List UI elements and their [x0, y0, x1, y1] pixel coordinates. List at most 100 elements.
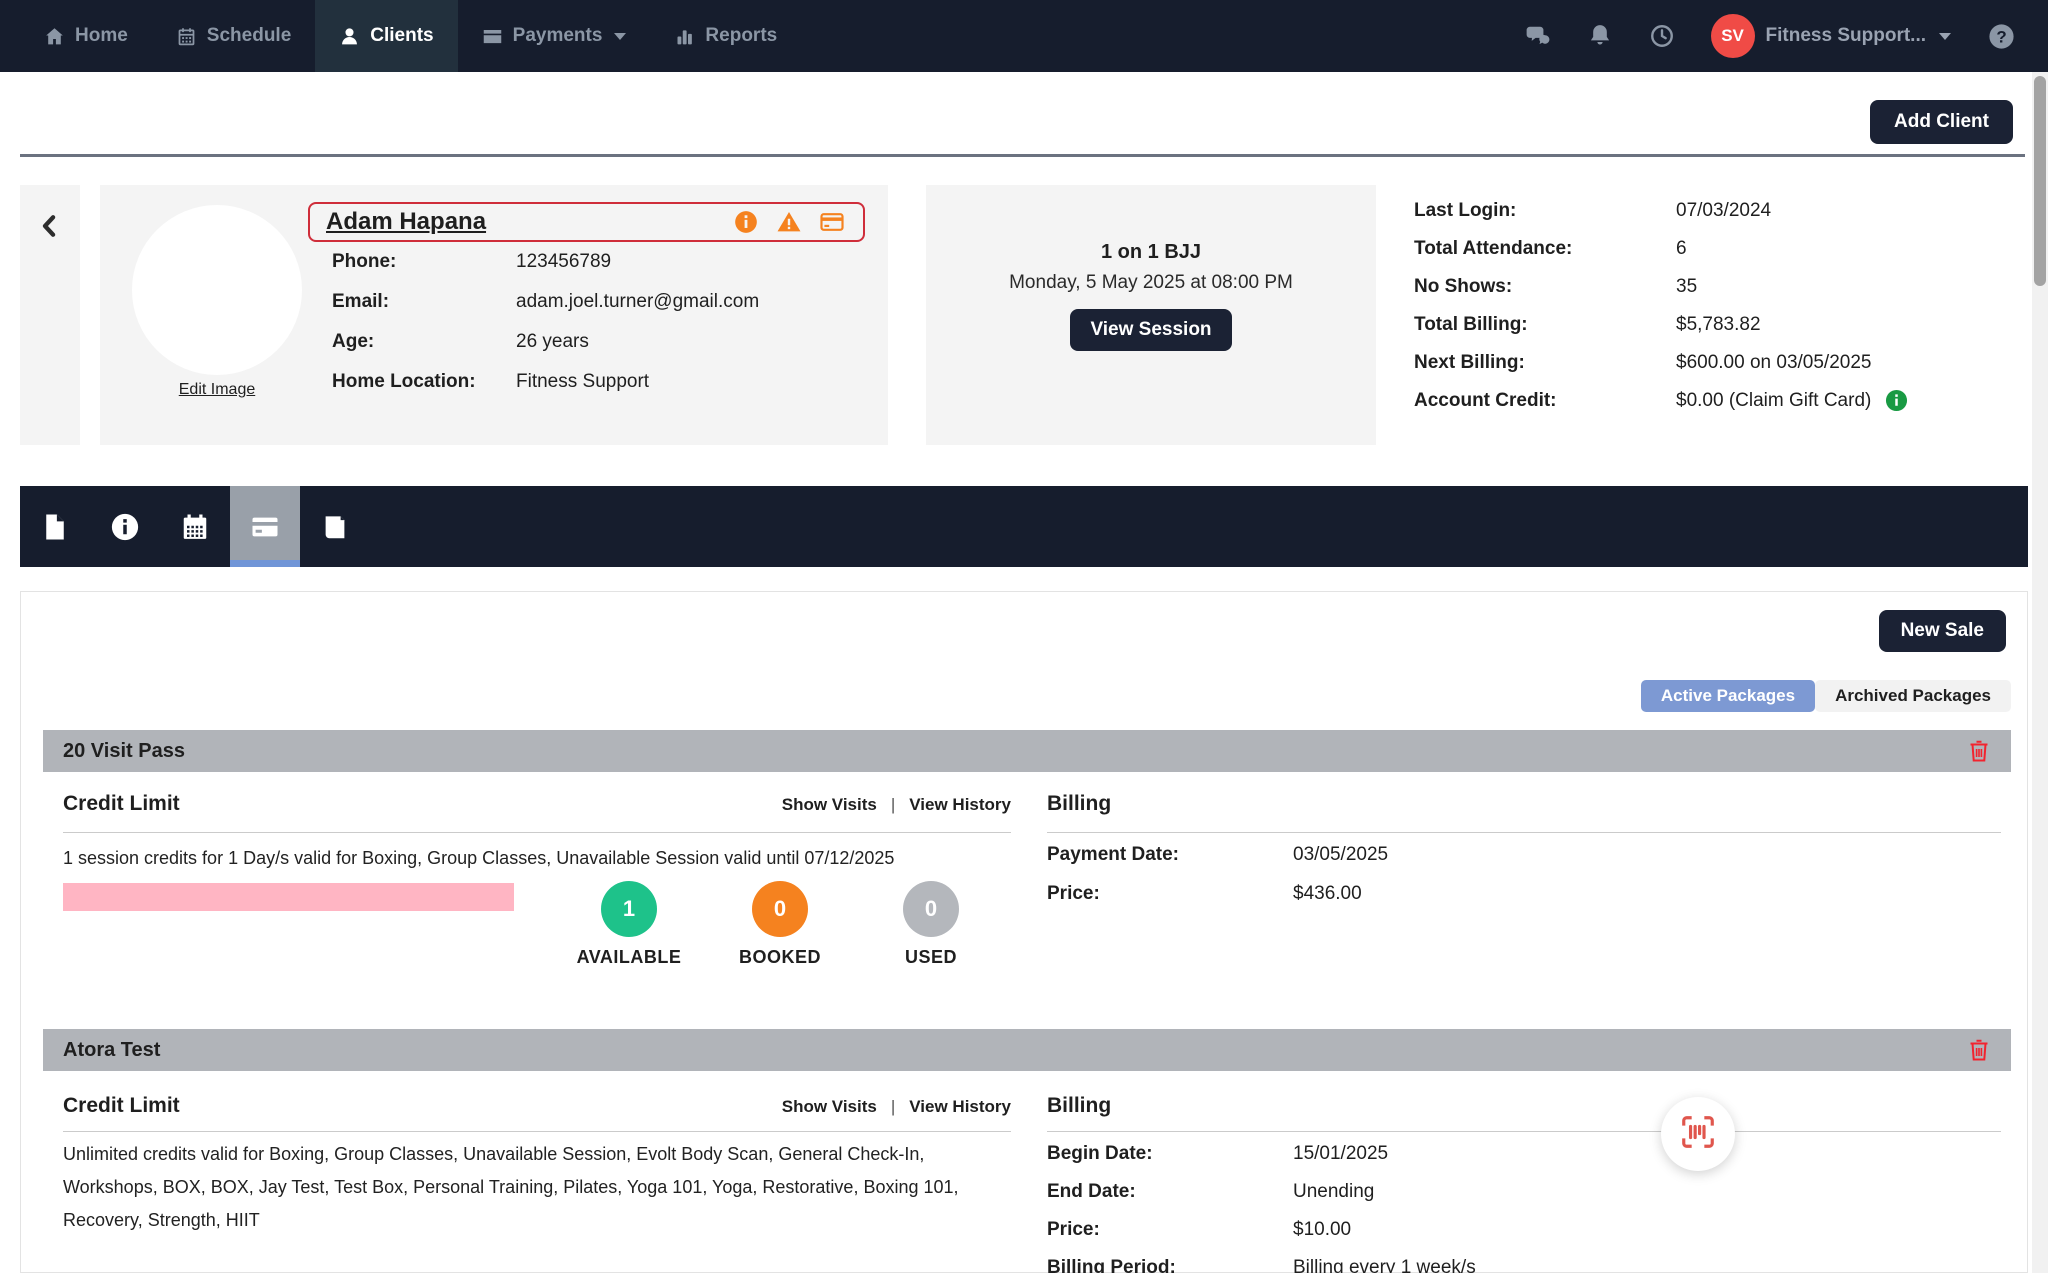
stat-value: 6 [1676, 237, 1687, 259]
billing-value: 03/05/2025 [1293, 844, 1389, 865]
show-visits-link[interactable]: Show Visits [781, 795, 877, 814]
file-icon [40, 512, 70, 542]
tab-payments[interactable] [230, 486, 300, 567]
link-separator: | [890, 1097, 896, 1116]
stat-label: Total Billing: [1414, 313, 1528, 335]
header-divider [20, 154, 2025, 157]
svg-text:?: ? [1996, 27, 2006, 46]
back-button[interactable] [20, 185, 80, 445]
person-icon [339, 26, 360, 47]
stat-next-billing: Next Billing: $600.00 on 03/05/2025 [1414, 351, 2026, 374]
card-icon[interactable] [819, 209, 845, 235]
delete-package-icon[interactable] [1967, 1038, 1991, 1062]
nav-item-schedule[interactable]: Schedule [152, 0, 315, 72]
chevron-left-icon [35, 211, 65, 445]
nav-item-clients[interactable]: Clients [315, 0, 458, 72]
billing-label: Payment Date: [1047, 844, 1179, 865]
stat-value: 35 [1676, 275, 1698, 297]
counter-label: AVAILABLE [576, 947, 682, 967]
gift-card-info-icon[interactable] [1885, 389, 1908, 412]
archived-packages-toggle[interactable]: Archived Packages [1815, 680, 2011, 712]
billing-title: Billing [1047, 792, 1112, 815]
session-title: 1 on 1 BJJ [1100, 241, 1202, 263]
billing-value: $10.00 [1293, 1219, 1352, 1240]
tab-book[interactable] [300, 486, 370, 567]
bar-chart-icon [674, 26, 695, 47]
package-description: Unlimited credits valid for Boxing, Grou… [63, 1144, 959, 1230]
stat-no-shows: No Shows: 35 [1414, 275, 2026, 298]
tab-calendar[interactable] [160, 486, 230, 567]
used-counter: 0 USED [866, 881, 996, 968]
active-packages-toggle[interactable]: Active Packages [1640, 680, 1816, 712]
chat-icon[interactable] [1525, 23, 1551, 49]
scrollbar-thumb[interactable] [2034, 76, 2046, 286]
nav-item-label: Home [75, 25, 128, 46]
stat-value: $600.00 on 03/05/2025 [1676, 351, 1872, 373]
account-label: Fitness Support... [1765, 25, 1926, 46]
nav-item-home[interactable]: Home [20, 0, 152, 72]
nav-item-label: Payments [512, 25, 603, 46]
field-value: 26 years [516, 331, 589, 352]
field-value: adam.joel.turner@gmail.com [516, 291, 760, 312]
packages-toggle: Active Packages Archived Packages [1640, 680, 2011, 712]
add-client-button[interactable]: Add Client [1870, 100, 2013, 144]
billing-label: Price: [1047, 883, 1100, 904]
view-history-link[interactable]: View History [909, 1097, 1011, 1116]
stat-total-billing: Total Billing: $5,783.82 [1414, 313, 2026, 336]
counter-label: USED [904, 947, 957, 967]
billing-value: Billing every 1 week/s [1293, 1257, 1476, 1273]
calendar-icon [180, 512, 210, 542]
chevron-down-icon [614, 32, 627, 40]
tab-file[interactable] [20, 486, 90, 567]
edit-image-link[interactable]: Edit Image [178, 381, 256, 398]
client-stats: Last Login: 07/03/2024 Total Attendance:… [1414, 199, 2026, 427]
delete-package-icon[interactable] [1967, 739, 1991, 763]
tab-info[interactable] [90, 486, 160, 567]
client-name[interactable]: Adam Hapana [326, 208, 487, 235]
new-sale-button[interactable]: New Sale [1878, 610, 2006, 652]
nav-item-label: Reports [705, 25, 778, 46]
packages-panel: New Sale Active Packages Archived Packag… [20, 591, 2028, 1273]
billing-label: Begin Date: [1047, 1143, 1153, 1164]
field-label: Age: [332, 331, 375, 352]
credit-progress-bar [63, 883, 514, 911]
field-label: Home Location: [332, 371, 476, 392]
nav-item-payments[interactable]: Payments [458, 0, 651, 72]
session-datetime: Monday, 5 May 2025 at 08:00 PM [1009, 272, 1293, 293]
account-menu[interactable]: SV Fitness Support... [1710, 14, 1951, 58]
clock-icon[interactable] [1649, 23, 1675, 49]
client-card: Edit Image Adam Hapana Phone: 123456789 … [100, 185, 888, 445]
billing-row-billing-period: Billing Period: Billing every 1 week/s [1047, 1257, 1476, 1273]
credit-limit-title: Credit Limit [63, 792, 180, 815]
billing-row-begin-date: Begin Date: 15/01/2025 [1047, 1143, 1388, 1165]
billing-label: Billing Period: [1047, 1257, 1176, 1273]
next-session-card: 1 on 1 BJJ Monday, 5 May 2025 at 08:00 P… [926, 185, 1376, 445]
barcode-scan-button[interactable] [1661, 1097, 1735, 1171]
field-row-email: Email: adam.joel.turner@gmail.com [332, 291, 878, 313]
billing-label: Price: [1047, 1219, 1100, 1240]
warning-icon[interactable] [776, 209, 802, 235]
billing-value: 15/01/2025 [1293, 1143, 1389, 1164]
package-title: Atora Test [63, 1038, 161, 1061]
stat-label: No Shows: [1414, 275, 1513, 297]
link-separator: | [890, 795, 896, 814]
bell-icon[interactable] [1587, 23, 1613, 49]
nav-item-reports[interactable]: Reports [650, 0, 801, 72]
field-label: Email: [332, 291, 390, 312]
show-visits-link[interactable]: Show Visits [781, 1097, 877, 1116]
top-nav: Home Schedule Clients Payments Reports [0, 0, 2048, 72]
stat-account-credit: Account Credit: $0.00 (Claim Gift Card) [1414, 389, 2026, 412]
divider [63, 1131, 1011, 1132]
scrollbar[interactable] [2032, 72, 2048, 1273]
view-history-link[interactable]: View History [909, 795, 1011, 814]
credit-limit-links: Show Visits | View History [63, 1097, 1011, 1117]
book-icon [320, 512, 350, 542]
divider [63, 832, 1011, 833]
field-row-age: Age: 26 years [332, 331, 878, 353]
help-icon[interactable]: ? [1987, 22, 2016, 51]
booked-counter: 0 BOOKED [715, 881, 845, 968]
credit-limit-title: Credit Limit [63, 1094, 180, 1117]
avatar: SV [1710, 14, 1755, 58]
view-session-button[interactable]: View Session [1070, 309, 1232, 351]
info-icon[interactable] [733, 209, 759, 235]
